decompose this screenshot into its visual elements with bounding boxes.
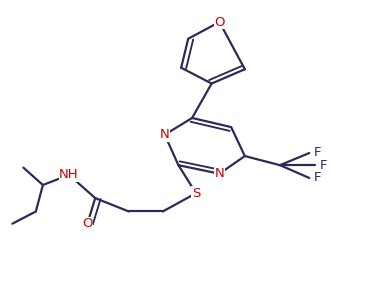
Text: F: F [320,159,327,172]
Text: N: N [214,167,224,180]
Text: S: S [192,187,200,200]
Text: F: F [314,171,321,185]
Text: O: O [214,16,225,28]
Text: O: O [82,217,93,230]
Text: N: N [160,128,170,141]
Text: NH: NH [59,168,79,181]
Text: F: F [314,147,321,159]
